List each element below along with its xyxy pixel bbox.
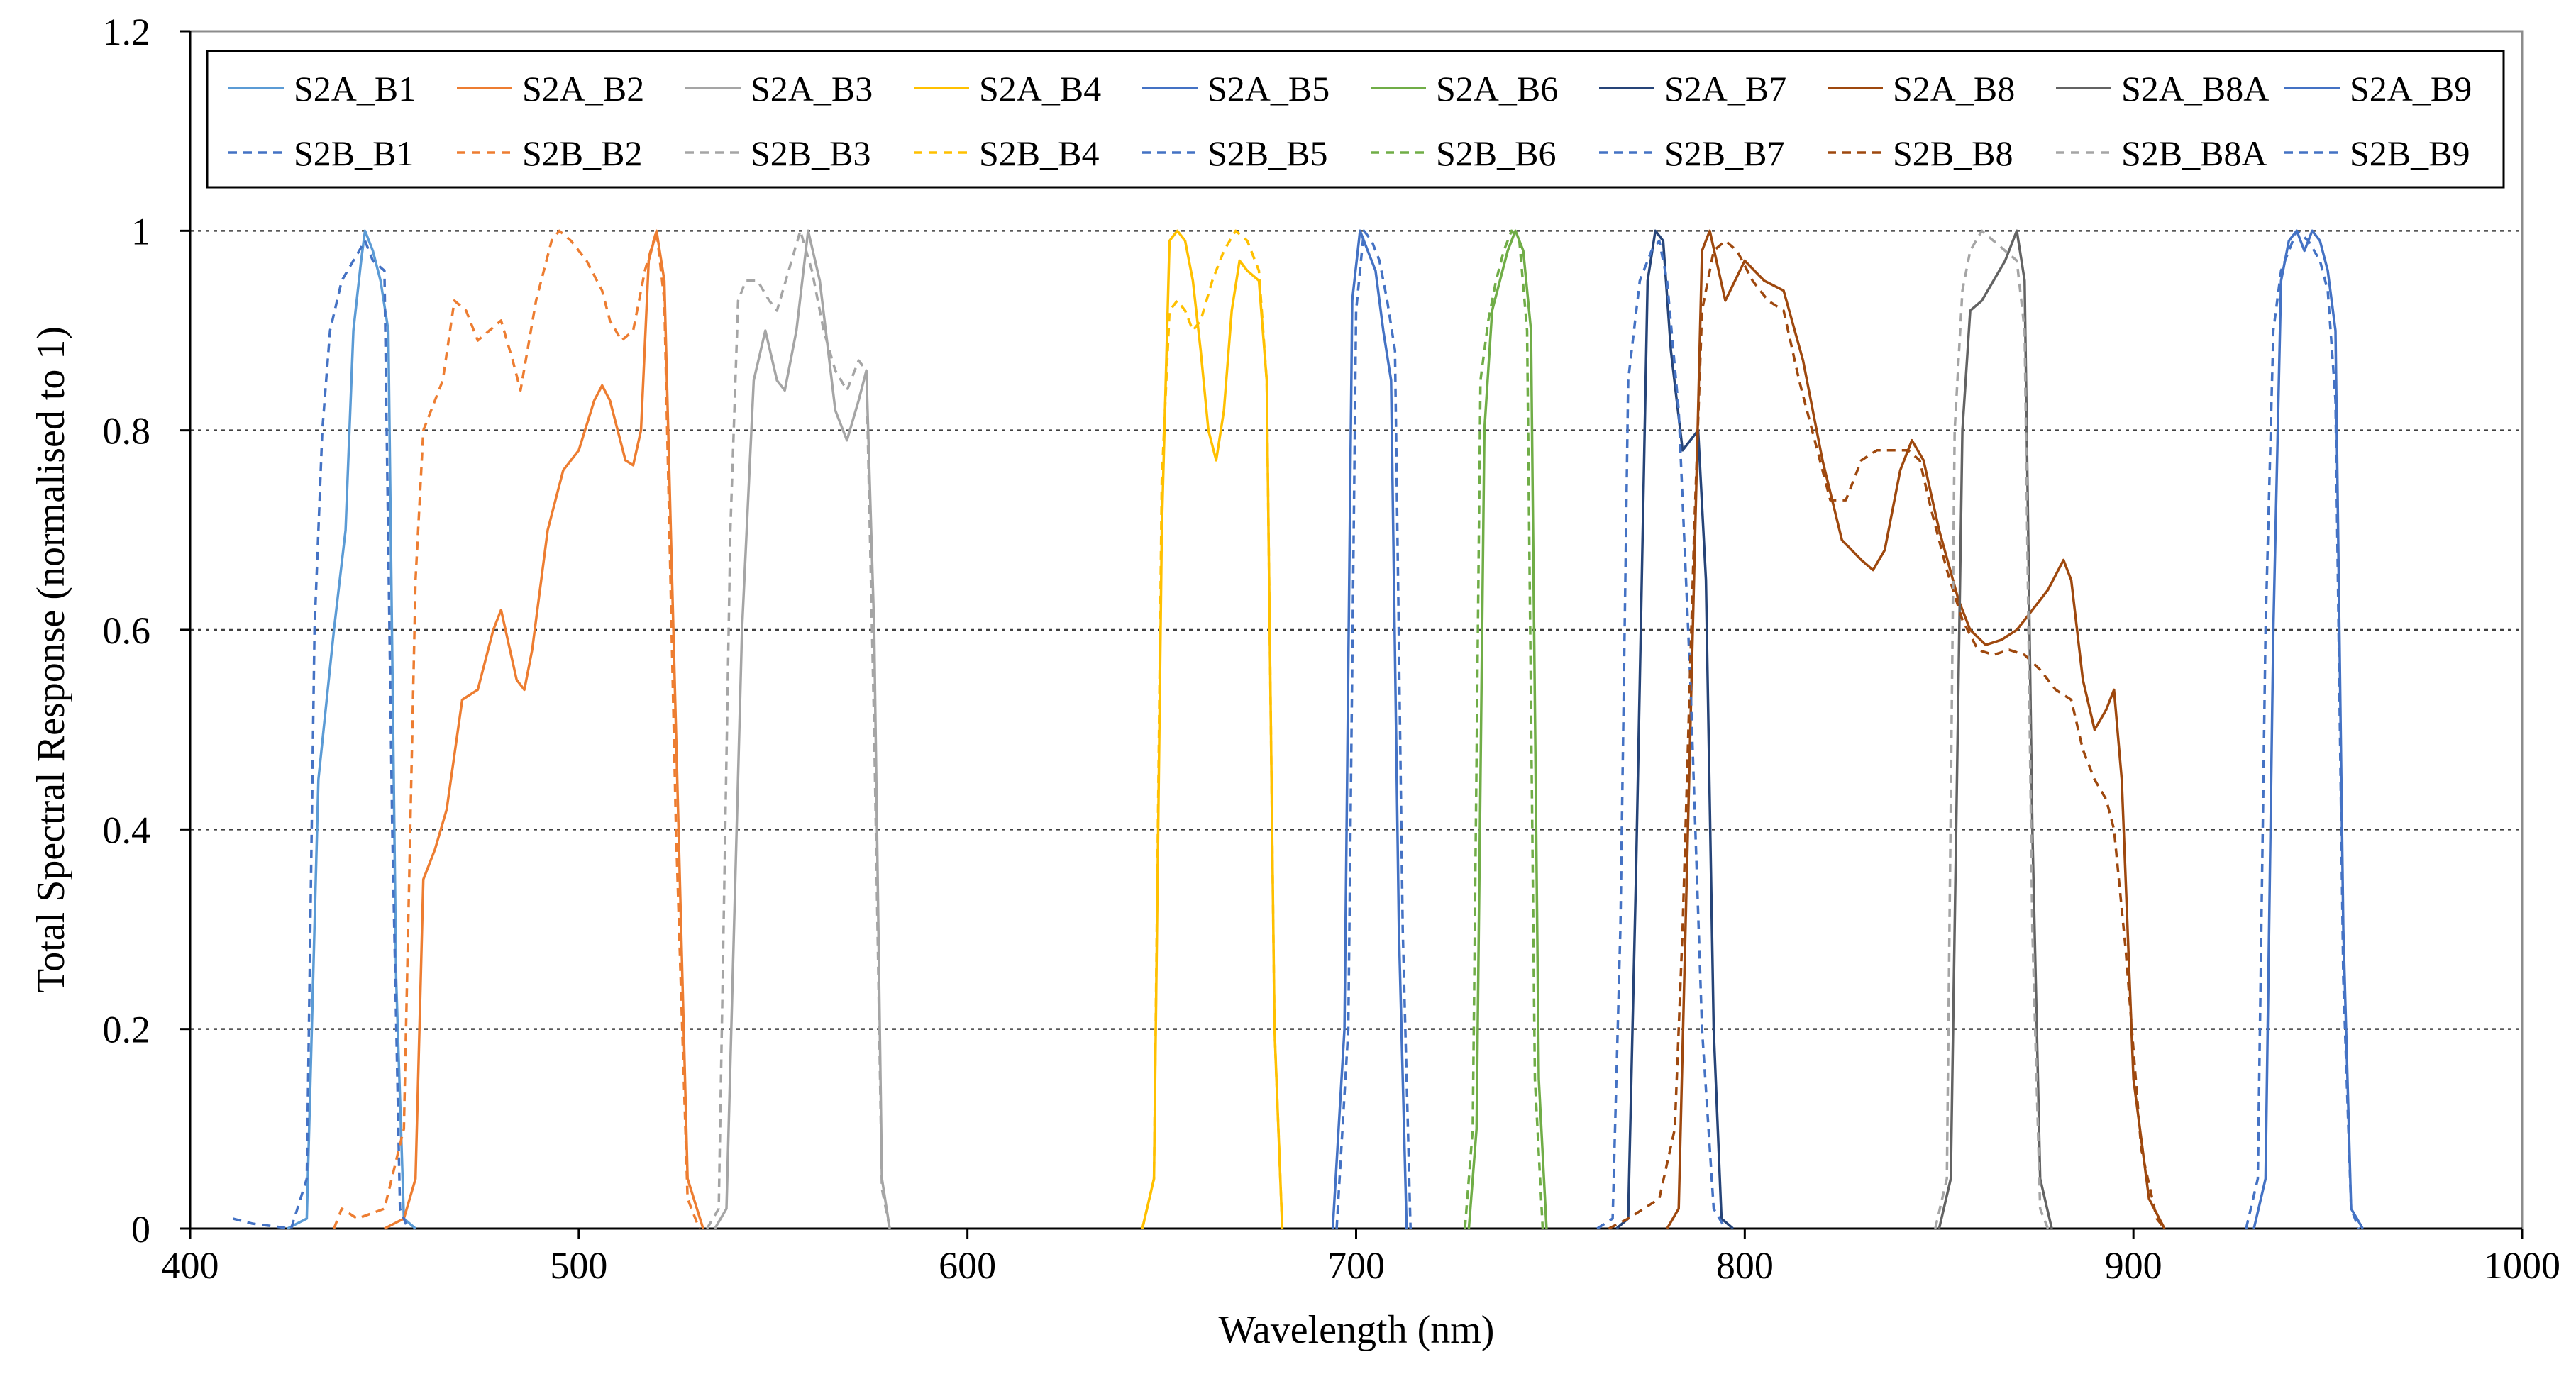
legend-box — [206, 50, 2505, 189]
tick-labels: 400 500 600 700 800 900 1000 0 0.2 0.4 0.6 0.8 1 1.2 — [103, 11, 2561, 1287]
x-tick-label: 600 — [939, 1244, 996, 1287]
series-line-s2b-b8 — [1608, 239, 2166, 1230]
series-lines — [232, 229, 2364, 1230]
y-tick-label: 1.2 — [103, 11, 151, 53]
legend-label: S2A_B2 — [522, 69, 644, 109]
legend-label: S2A_B7 — [1664, 69, 1786, 109]
legend-label: S2B_B8 — [1893, 133, 2013, 173]
y-tick-label: 0.8 — [103, 410, 151, 453]
legend-label: S2A_B8A — [2121, 69, 2269, 109]
legend-label: S2A_B5 — [1207, 69, 1330, 109]
series-line-s2b-b5 — [1335, 229, 1412, 1229]
legend: S2A_B1 S2A_B2 S2A_B3 S2A_B4 S2A_B5 S2A_B6 S2A_… — [206, 50, 2505, 189]
legend-label: S2A_B6 — [1436, 69, 1558, 109]
grid-lines — [190, 230, 2522, 1030]
x-axis-title: Wavelength (nm) — [1219, 1308, 1495, 1352]
series-line-s2b-b1 — [232, 239, 409, 1230]
y-tick-label: 1 — [131, 210, 150, 253]
series-line-s2b-b7 — [1596, 239, 1727, 1230]
x-tick-label: 400 — [162, 1244, 219, 1287]
legend-label: S2A_B4 — [979, 69, 1101, 109]
x-tick-label: 800 — [1716, 1244, 1774, 1287]
legend-label: S2A_B9 — [2350, 69, 2472, 109]
legend-label: S2A_B8 — [1893, 69, 2015, 109]
series-line-s2b-b6 — [1464, 229, 1544, 1229]
series-line-s2a-b6 — [1467, 229, 1548, 1229]
legend-label: S2B_B2 — [522, 133, 643, 173]
x-tick-label: 700 — [1327, 1244, 1385, 1287]
legend-label: S2B_B8A — [2121, 133, 2267, 173]
y-tick-label: 0 — [131, 1208, 150, 1251]
legend-label: S2B_B1 — [294, 133, 414, 173]
x-tick-label: 1000 — [2484, 1244, 2560, 1287]
series-line-s2b-b8a — [1934, 229, 2050, 1229]
legend-label: S2B_B3 — [751, 133, 871, 173]
y-axis-title: Total Spectral Response (normalised to 1… — [29, 326, 73, 993]
legend-label: S2B_B4 — [979, 133, 1100, 173]
x-tick-label: 500 — [550, 1244, 607, 1287]
series-line-s2b-b3 — [706, 229, 891, 1229]
series-line-s2a-b8 — [1666, 229, 2166, 1229]
x-tick-label: 900 — [2105, 1244, 2162, 1287]
axes — [180, 30, 2524, 1239]
series-line-s2b-b2 — [333, 229, 701, 1229]
y-tick-label: 0.6 — [103, 609, 151, 652]
series-line-s2a-b5 — [1331, 229, 1408, 1229]
legend-label: S2A_B1 — [294, 69, 416, 109]
legend-label: S2B_B9 — [2350, 133, 2470, 173]
series-line-s2a-b2 — [384, 229, 704, 1230]
legend-label: S2A_B3 — [751, 69, 873, 109]
series-line-s2a-b8a — [1937, 229, 2053, 1229]
y-tick-label: 0.4 — [103, 809, 151, 851]
legend-label: S2B_B5 — [1207, 133, 1328, 173]
series-line-s2b-b4 — [1141, 229, 1284, 1229]
legend-label: S2B_B6 — [1436, 133, 1557, 173]
series-line-s2a-b3 — [714, 229, 891, 1229]
series-line-s2a-b1 — [287, 229, 416, 1230]
y-tick-label: 0.2 — [103, 1009, 151, 1051]
legend-label: S2B_B7 — [1664, 133, 1785, 173]
